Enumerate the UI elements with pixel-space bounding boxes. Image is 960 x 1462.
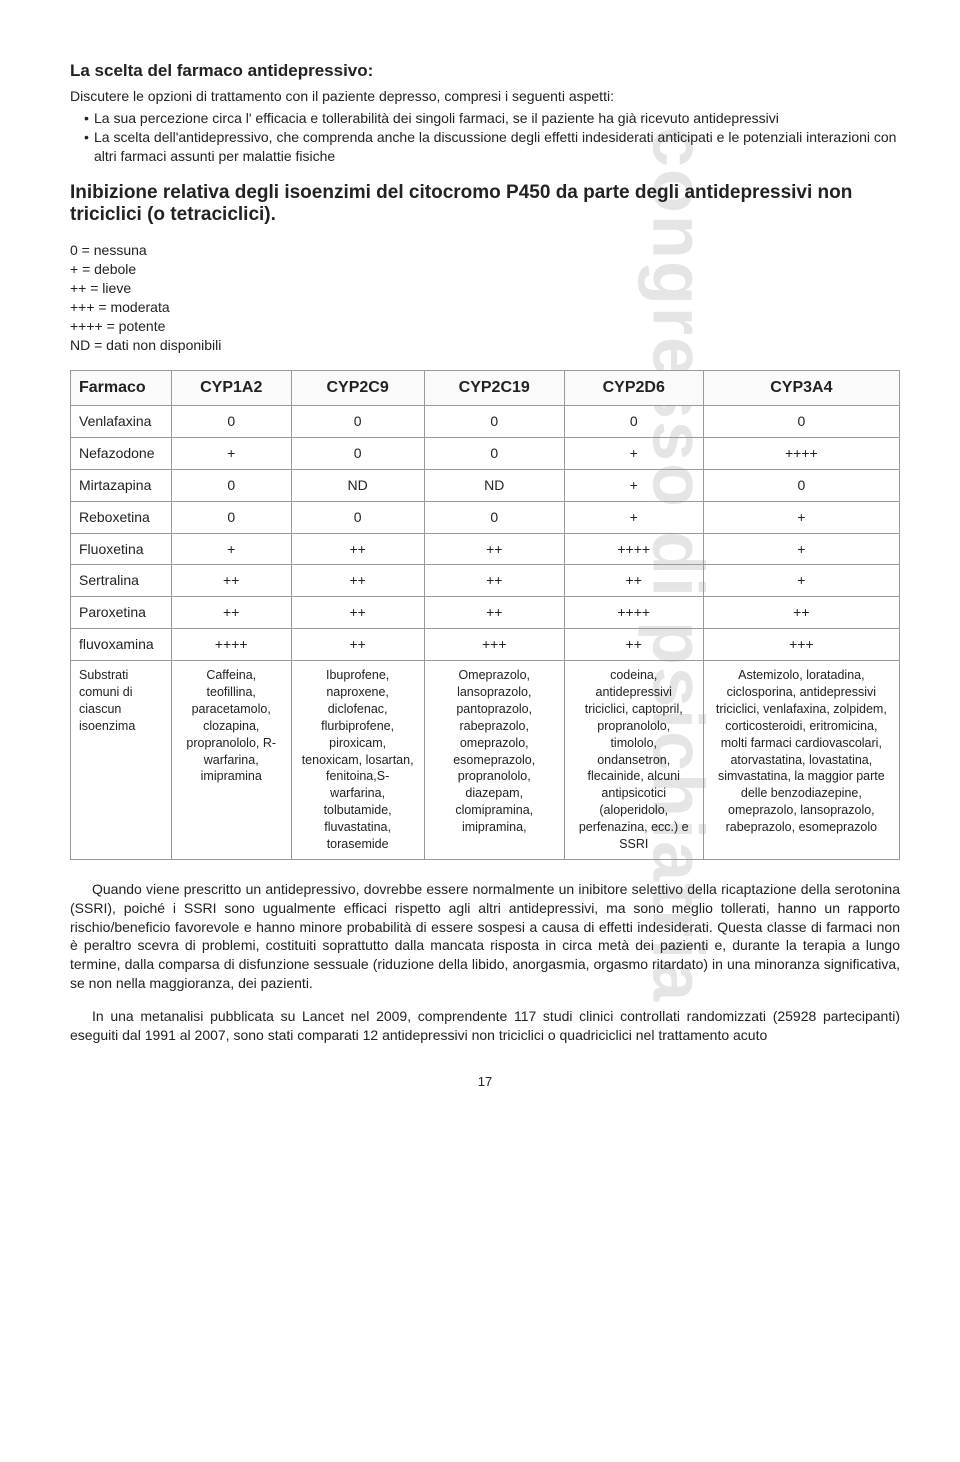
substrate-row: Substrati comuni di ciascun isoenzima Ca… [71, 661, 900, 860]
legend-item: ND = dati non disponibili [70, 336, 900, 355]
value-cell: + [564, 437, 703, 469]
legend-item: +++ = moderata [70, 298, 900, 317]
table-row: Sertralina ++ ++ ++ ++ + [71, 565, 900, 597]
col-header: CYP2C9 [291, 371, 424, 406]
value-cell: ++ [564, 565, 703, 597]
value-cell: 0 [291, 501, 424, 533]
value-cell: 0 [291, 406, 424, 438]
value-cell: 0 [703, 406, 899, 438]
value-cell: ++++ [171, 629, 291, 661]
value-cell: 0 [424, 501, 564, 533]
body-text: Quando viene prescritto un antidepressiv… [70, 880, 900, 1045]
value-cell: ++ [424, 533, 564, 565]
value-cell: 0 [424, 437, 564, 469]
col-header: CYP2C19 [424, 371, 564, 406]
value-cell: + [564, 469, 703, 501]
substrate-cell: codeina, antidepressivi triciclici, capt… [564, 661, 703, 860]
value-cell: ++ [291, 629, 424, 661]
paragraph: In una metanalisi pubblicata su Lancet n… [70, 1007, 900, 1045]
legend-item: ++++ = potente [70, 317, 900, 336]
value-cell: 0 [291, 437, 424, 469]
table-body: Venlafaxina 0 0 0 0 0 Nefazodone + 0 0 +… [71, 406, 900, 860]
page-content: La scelta del farmaco antidepressivo: Di… [70, 60, 900, 1090]
table-row: Venlafaxina 0 0 0 0 0 [71, 406, 900, 438]
value-cell: ++++ [703, 437, 899, 469]
subsection-heading: Inibizione relativa degli isoenzimi del … [70, 182, 900, 228]
table-row: fluvoxamina ++++ ++ +++ ++ +++ [71, 629, 900, 661]
value-cell: 0 [564, 406, 703, 438]
value-cell: ++++ [564, 533, 703, 565]
value-cell: 0 [703, 469, 899, 501]
value-cell: ++ [424, 565, 564, 597]
value-cell: ND [424, 469, 564, 501]
substrate-cell: Astemizolo, loratadina, ciclosporina, an… [703, 661, 899, 860]
value-cell: + [703, 565, 899, 597]
drug-cell: Mirtazapina [71, 469, 172, 501]
drug-cell: Paroxetina [71, 597, 172, 629]
table-row: Reboxetina 0 0 0 + + [71, 501, 900, 533]
value-cell: + [703, 501, 899, 533]
value-cell: +++ [703, 629, 899, 661]
drug-cell: fluvoxamina [71, 629, 172, 661]
bullet-item: La scelta dell'antidepressivo, che compr… [84, 128, 900, 166]
value-cell: ++ [291, 533, 424, 565]
value-cell: ++ [291, 565, 424, 597]
value-cell: 0 [171, 406, 291, 438]
substrate-cell: Caffeina, teofillina, paracetamolo, cloz… [171, 661, 291, 860]
value-cell: ++ [291, 597, 424, 629]
page-number: 17 [70, 1073, 900, 1091]
intro-text: Discutere le opzioni di trattamento con … [70, 87, 900, 106]
drug-cell: Fluoxetina [71, 533, 172, 565]
table-row: Paroxetina ++ ++ ++ ++++ ++ [71, 597, 900, 629]
bullet-list: La sua percezione circa l' efficacia e t… [70, 109, 900, 166]
table-row: Mirtazapina 0 ND ND + 0 [71, 469, 900, 501]
value-cell: 0 [424, 406, 564, 438]
paragraph: Quando viene prescritto un antidepressiv… [70, 880, 900, 993]
legend-item: 0 = nessuna [70, 241, 900, 260]
value-cell: +++ [424, 629, 564, 661]
substrate-cell: Ibuprofene, naproxene, diclofenac, flurb… [291, 661, 424, 860]
section-heading: La scelta del farmaco antidepressivo: [70, 60, 900, 83]
col-header: CYP1A2 [171, 371, 291, 406]
value-cell: 0 [171, 501, 291, 533]
table-row: Nefazodone + 0 0 + ++++ [71, 437, 900, 469]
value-cell: ++++ [564, 597, 703, 629]
value-cell: ++ [564, 629, 703, 661]
col-header: CYP2D6 [564, 371, 703, 406]
bullet-item: La sua percezione circa l' efficacia e t… [84, 109, 900, 128]
legend-item: ++ = lieve [70, 279, 900, 298]
inhibition-table: Farmaco CYP1A2 CYP2C9 CYP2C19 CYP2D6 CYP… [70, 370, 900, 859]
value-cell: ++ [171, 597, 291, 629]
table-header-row: Farmaco CYP1A2 CYP2C9 CYP2C19 CYP2D6 CYP… [71, 371, 900, 406]
drug-cell: Venlafaxina [71, 406, 172, 438]
col-header: CYP3A4 [703, 371, 899, 406]
value-cell: ND [291, 469, 424, 501]
substrate-cell: Omeprazolo, lansoprazolo, pantoprazolo, … [424, 661, 564, 860]
drug-cell: Sertralina [71, 565, 172, 597]
value-cell: ++ [171, 565, 291, 597]
substrate-label: Substrati comuni di ciascun isoenzima [71, 661, 172, 860]
table-row: Fluoxetina + ++ ++ ++++ + [71, 533, 900, 565]
value-cell: ++ [424, 597, 564, 629]
value-cell: + [564, 501, 703, 533]
col-header: Farmaco [71, 371, 172, 406]
value-cell: + [703, 533, 899, 565]
value-cell: ++ [703, 597, 899, 629]
legend: 0 = nessuna + = debole ++ = lieve +++ = … [70, 241, 900, 354]
value-cell: + [171, 533, 291, 565]
drug-cell: Nefazodone [71, 437, 172, 469]
value-cell: + [171, 437, 291, 469]
drug-cell: Reboxetina [71, 501, 172, 533]
legend-item: + = debole [70, 260, 900, 279]
value-cell: 0 [171, 469, 291, 501]
